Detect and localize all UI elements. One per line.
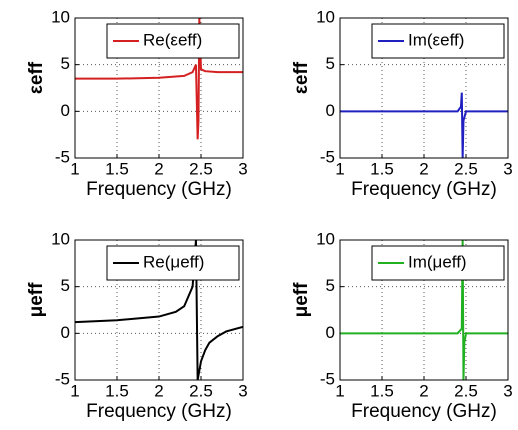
x-tick-label: 1.5 [105,159,129,178]
y-tick-label: 10 [51,7,70,26]
y-tick-label: 10 [316,229,335,248]
axes-frame [339,17,509,159]
x-tick-label: 2 [419,381,428,400]
legend-label: Re(εeff) [143,30,202,49]
y-tick-label: 0 [61,323,70,342]
series-line [75,18,243,140]
x-tick-label: 1 [70,159,79,178]
x-axis-label: Frequency (GHz) [351,179,497,200]
y-tick-label: 5 [326,276,335,295]
legend-label: Im(εeff) [408,30,464,49]
x-axis-label: Frequency (GHz) [86,401,232,422]
y-tick-label: 0 [326,101,335,120]
y-axis-label: εeff [291,61,312,94]
y-tick-label: -5 [320,147,335,166]
legend-label: Im(μeff) [408,252,467,271]
y-tick-label: 5 [61,54,70,73]
x-tick-label: 1 [70,381,79,400]
y-tick-label: 0 [326,323,335,342]
x-axis-label: Frequency (GHz) [86,179,232,200]
y-tick-label: 5 [61,276,70,295]
x-tick-label: 2 [154,381,163,400]
series-line [340,240,508,380]
y-axis-label: εeff [26,61,47,94]
series-line [75,240,243,380]
x-tick-label: 3 [503,381,512,400]
x-tick-label: 3 [503,159,512,178]
x-tick-label: 2.5 [189,159,213,178]
y-tick-label: 0 [61,101,70,120]
legend-label: Re(μeff) [143,252,204,271]
y-tick-label: 5 [326,54,335,73]
x-tick-label: 2.5 [454,381,478,400]
x-tick-label: 2 [154,159,163,178]
x-tick-label: 3 [238,159,247,178]
y-tick-label: -5 [320,369,335,388]
series-line [340,92,508,158]
y-tick-label: -5 [55,147,70,166]
y-tick-label: 10 [316,7,335,26]
axes-frame [74,17,244,159]
x-tick-label: 1 [335,381,344,400]
x-tick-label: 1.5 [105,381,129,400]
x-tick-label: 1.5 [370,381,394,400]
y-tick-label: 10 [51,229,70,248]
x-tick-label: 3 [238,381,247,400]
x-axis-label: Frequency (GHz) [351,401,497,422]
x-tick-label: 1 [335,159,344,178]
x-tick-label: 1.5 [370,159,394,178]
axes-frame [339,239,509,381]
x-tick-label: 2.5 [454,159,478,178]
y-tick-label: -5 [55,369,70,388]
y-axis-label: μeff [291,282,312,318]
x-tick-label: 2.5 [189,381,213,400]
axes-frame [74,239,244,381]
y-axis-label: μeff [26,282,47,318]
x-tick-label: 2 [419,159,428,178]
